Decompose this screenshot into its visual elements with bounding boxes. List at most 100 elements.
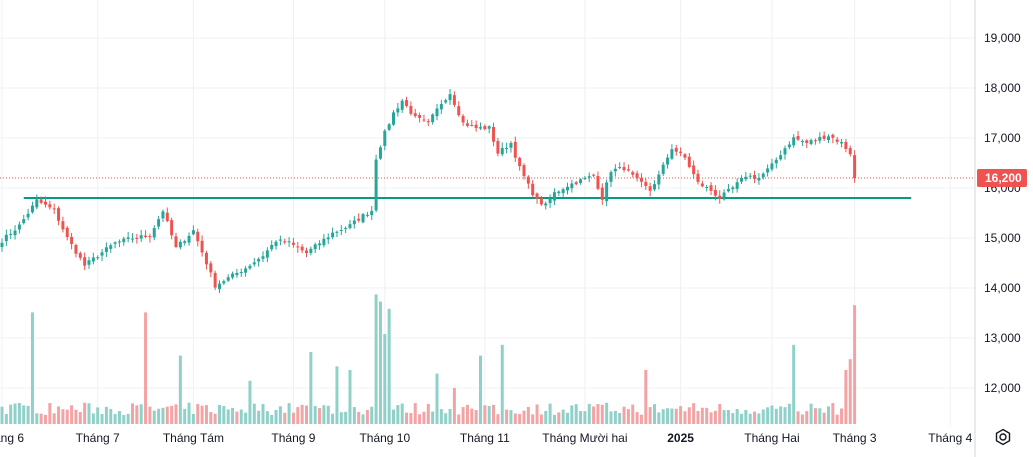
candle-body: [574, 182, 578, 185]
volume-bar: [596, 404, 600, 424]
volume-bar: [139, 404, 143, 424]
volume-bar: [270, 414, 274, 424]
volume-bar: [631, 404, 635, 424]
volume-bar: [639, 414, 643, 424]
volume-bar: [827, 406, 830, 424]
volume-bar: [148, 406, 152, 424]
volume-bar: [570, 405, 574, 424]
volume-bar: [287, 403, 291, 424]
volume-bar: [392, 409, 395, 424]
candle-body: [322, 238, 326, 246]
candle-body: [848, 148, 852, 155]
volume-bar: [226, 409, 230, 424]
volume-bar: [305, 405, 308, 424]
volume-bar: [178, 355, 182, 424]
x-tick-label: Tháng 7: [76, 431, 120, 445]
candle-body: [22, 219, 26, 224]
candle-body: [513, 141, 517, 158]
candle-body: [83, 257, 87, 266]
volume-bar: [326, 405, 330, 424]
volume-bar: [422, 411, 426, 424]
volume-bar: [744, 409, 748, 424]
candle-body: [853, 155, 857, 178]
candle-body: [539, 198, 543, 205]
candle-body: [522, 165, 526, 177]
volume-bar: [783, 407, 787, 424]
candle-body: [592, 174, 596, 176]
volume-bar: [766, 407, 770, 424]
volume-bar: [552, 414, 556, 424]
volume-bar: [318, 408, 322, 424]
candle-body: [648, 186, 652, 191]
candle-body: [270, 244, 274, 250]
volume-bar: [635, 412, 639, 424]
volume-bar: [439, 409, 443, 424]
candle-body: [65, 227, 69, 238]
volume-bar: [191, 414, 195, 424]
candle-body: [505, 148, 509, 150]
volume-bar: [274, 409, 278, 424]
candle-body: [570, 183, 574, 189]
candle-body: [705, 186, 709, 188]
volume-bar: [583, 411, 587, 424]
volume-bar: [196, 403, 200, 424]
volume-bar: [626, 409, 630, 424]
volume-bar: [113, 414, 117, 424]
candle-body: [583, 177, 587, 180]
candle-body: [635, 173, 639, 179]
candle-body: [405, 100, 409, 106]
candle-body: [435, 108, 439, 117]
volume-bar: [400, 403, 404, 424]
candle-body: [213, 272, 217, 288]
volume-bar: [413, 403, 417, 424]
candle-body: [248, 265, 252, 269]
volume-bar: [605, 402, 609, 424]
volume-bar: [13, 403, 17, 424]
candle-body: [644, 181, 648, 186]
candle-body: [783, 148, 787, 155]
candle-body: [726, 189, 730, 192]
volume-bar: [653, 404, 656, 424]
volume-bar: [44, 414, 47, 424]
volume-bar: [718, 403, 722, 424]
volume-bar: [57, 406, 61, 424]
chart-settings-button[interactable]: [991, 425, 1015, 449]
volume-bar: [183, 408, 187, 424]
volume-bar: [174, 404, 178, 424]
volume-bar: [165, 406, 169, 424]
volume-bar: [735, 409, 739, 424]
volume-bar: [322, 405, 326, 424]
volume-bar: [109, 408, 113, 424]
volume-bar: [561, 409, 565, 424]
candle-body: [183, 241, 187, 244]
volume-bar: [431, 411, 435, 424]
candle-body: [748, 175, 752, 177]
volume-bar: [122, 414, 126, 424]
volume-bar: [357, 411, 361, 424]
candle-body: [439, 104, 443, 110]
candle-body: [126, 237, 130, 239]
volume-bar: [666, 408, 670, 424]
volume-bar: [283, 412, 287, 424]
candle-body: [365, 214, 369, 216]
candle-body: [287, 241, 291, 243]
volume-bar: [461, 407, 465, 424]
candle-body: [57, 208, 61, 221]
candle-body: [800, 141, 804, 143]
volume-bar: [296, 407, 300, 424]
volume-bar: [618, 412, 622, 424]
candle-body: [774, 159, 778, 164]
volume-bar: [348, 370, 352, 424]
volume-bar: [300, 404, 304, 424]
candle-body: [418, 115, 422, 118]
volume-bar: [740, 413, 743, 424]
volume-bar: [800, 414, 804, 424]
volume-bar: [396, 405, 400, 424]
candle-body: [605, 182, 609, 202]
candle-body: [144, 235, 148, 237]
candle-body: [305, 250, 308, 253]
candle-body: [39, 199, 43, 203]
candle-body: [713, 190, 717, 196]
volume-bar: [822, 412, 826, 424]
